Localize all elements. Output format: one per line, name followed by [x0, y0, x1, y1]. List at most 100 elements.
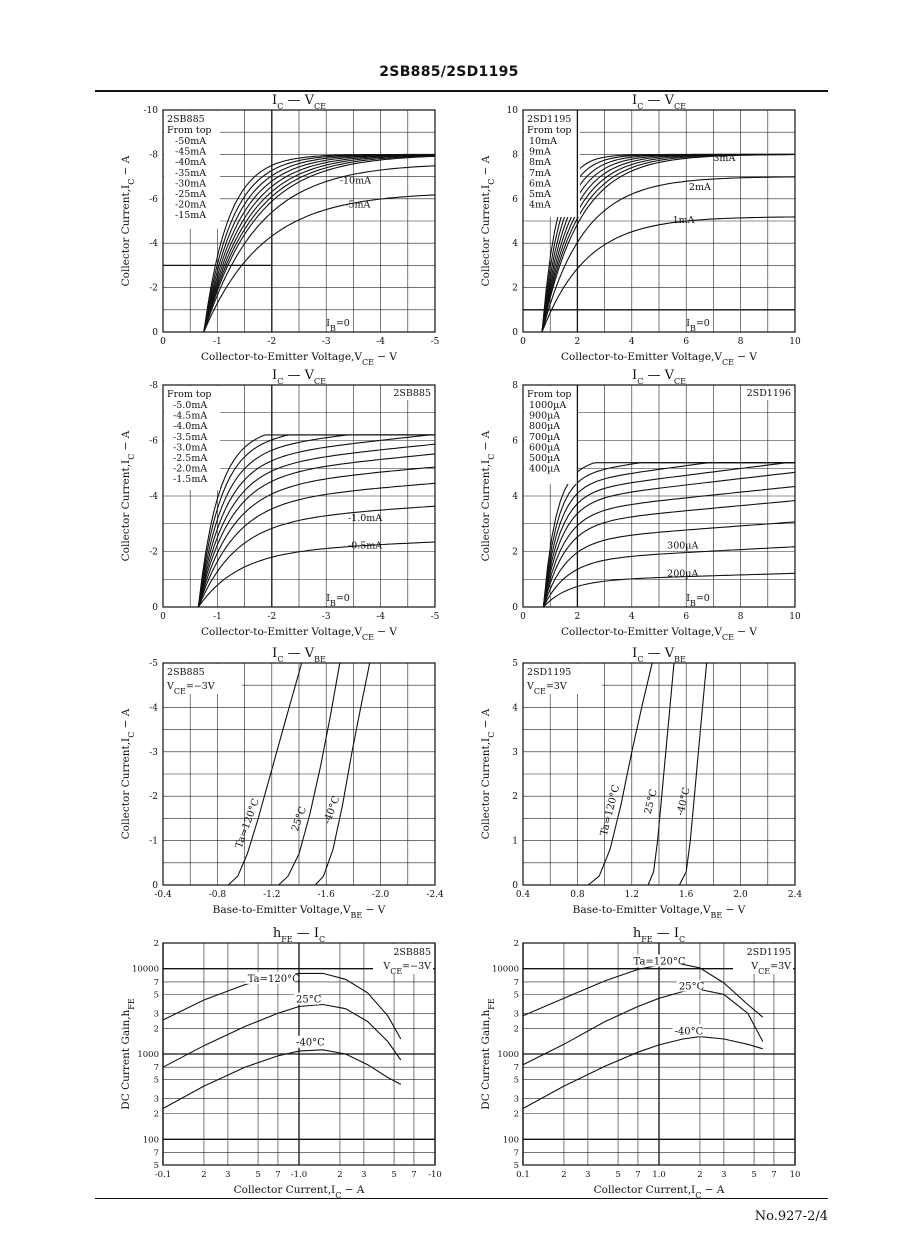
x-tick-label: 2	[337, 1170, 342, 1180]
legend-entry: -30mA	[175, 178, 206, 189]
legend-entry: -2.0mA	[173, 464, 207, 475]
legend-entry: -3.0mA	[173, 442, 207, 453]
series-label: 25°C	[643, 788, 660, 816]
curve-25°C	[162, 1003, 402, 1068]
legend-entry: 5mA	[529, 189, 551, 200]
legend-entry: 900µA	[529, 411, 560, 422]
curve-Ta=120°C	[522, 962, 764, 1018]
legend-entry: -40mA	[175, 157, 206, 168]
condition-label: VCE=−3V	[166, 681, 215, 696]
x-tick-label: -1	[213, 337, 222, 347]
y-tick-label: 0	[512, 881, 518, 891]
x-tick-label: -4	[376, 337, 385, 347]
curve-25°C	[522, 988, 764, 1066]
legend-title: From top	[167, 389, 212, 400]
x-tick-label: -4	[376, 612, 385, 622]
legend-entry: -25mA	[175, 189, 206, 200]
y-tick-label: -1	[149, 837, 158, 847]
legend-entry: 7mA	[529, 168, 551, 179]
curve--40°C	[314, 662, 371, 886]
chart-ic-vce-2sb885-high: IC — VCE Collector-to-Emitter Voltage,VCE…	[120, 93, 440, 367]
plot-frame	[162, 662, 436, 886]
curve-Ta=120°C	[587, 662, 653, 886]
x-tick-label: 6	[683, 337, 689, 347]
legend-entry: 8mA	[529, 157, 551, 168]
legend-entry: -1.5mA	[173, 474, 207, 485]
x-tick-label: 7	[635, 1170, 640, 1180]
legend-entry: 10mA	[529, 136, 557, 147]
device-label: 2SD1195	[747, 947, 791, 958]
y-axis-label: Collector Current,IC − A	[480, 430, 496, 561]
ib-zero-label: IB=0	[686, 593, 710, 608]
y-tick-label: 2	[514, 939, 519, 949]
series-label: Ta=120°C	[599, 784, 622, 837]
legend-background	[164, 664, 242, 694]
chart-title: IC — VCE	[272, 368, 326, 386]
x-tick-label: 1.0	[652, 1170, 666, 1180]
x-tick-label: -1.6	[318, 890, 336, 900]
legend-background	[524, 664, 602, 694]
x-tick-label: 2	[575, 337, 581, 347]
curve-700µA	[542, 462, 795, 608]
x-tick-label: 0	[160, 337, 166, 347]
x-tick-label: 0	[160, 612, 166, 622]
y-tick-label: 7	[514, 978, 519, 988]
device-label: 2SB885	[393, 947, 431, 958]
x-tick-label: 1.2	[625, 890, 639, 900]
x-tick-label: 5	[255, 1170, 260, 1180]
x-tick-label: -3	[322, 612, 331, 622]
x-tick-label: 0.1	[516, 1170, 530, 1180]
plot-frame	[162, 942, 436, 1166]
curve-Ta=120°C	[227, 662, 303, 886]
y-tick-label: 1000	[137, 1050, 159, 1060]
y-axis-label: Collector Current,IC − A	[480, 708, 496, 839]
legend-entry: -50mA	[175, 136, 206, 147]
legend-background	[524, 386, 578, 484]
x-tick-label: 2	[561, 1170, 566, 1180]
chart-title: IC — VCE	[632, 93, 686, 111]
y-axis-label: DC Current Gain,hFE	[120, 998, 136, 1110]
y-tick-label: 0	[512, 603, 518, 613]
legend-entry: 500µA	[529, 453, 560, 464]
legend-title: From top	[527, 125, 572, 136]
y-tick-label: 100	[503, 1135, 519, 1145]
x-tick-label: -1.0	[291, 1170, 307, 1180]
y-tick-label: -10	[144, 106, 159, 116]
device-label: 2SB885	[167, 114, 205, 125]
x-tick-label: -1.2	[263, 890, 280, 900]
y-tick-label: -6	[149, 437, 158, 447]
x-tick-label: -3	[322, 337, 331, 347]
y-tick-label: 0	[152, 328, 158, 338]
legend-background	[164, 111, 220, 229]
x-axis-label: Collector-to-Emitter Voltage,VCE − V	[561, 351, 757, 367]
x-tick-label: 6	[683, 612, 689, 622]
y-tick-label: -6	[149, 195, 158, 205]
chart-ic-vbe-2sd1195: IC — VBE Base-to-Emitter Voltage,VBE − V C…	[480, 646, 802, 920]
y-tick-label: 5	[512, 659, 518, 669]
curve--40°C	[522, 1036, 763, 1109]
y-tick-label: 2	[512, 284, 518, 294]
y-tick-label: 2	[512, 792, 518, 802]
curve-3mA	[541, 154, 795, 333]
x-axis-label: Base-to-Emitter Voltage,VBE − V	[573, 904, 746, 920]
curve--1.5mA	[197, 482, 436, 608]
series-label: -40°C	[674, 1026, 703, 1037]
x-tick-label: 0	[520, 337, 526, 347]
y-tick-label: -2	[149, 284, 158, 294]
device-label-background	[383, 386, 433, 400]
curve-annotation: -5mA	[345, 200, 370, 211]
y-tick-label: 3	[514, 1009, 519, 1019]
y-tick-label: 3	[512, 748, 518, 758]
curve-annotation: -1.0mA	[348, 513, 382, 524]
y-tick-label: 6	[512, 195, 518, 205]
chart-hfe-ic-2sd1195: hFE — IC Collector Current,IC − A DC Curre…	[480, 926, 800, 1200]
x-tick-label: 4	[629, 337, 635, 347]
x-tick-label: 4	[629, 612, 635, 622]
curve--2.5mA	[197, 453, 436, 608]
curve--5.0mA	[197, 434, 435, 608]
x-tick-label: -5	[431, 612, 440, 622]
y-axis-label: Collector Current,IC − A	[120, 155, 136, 286]
x-axis-label: Base-to-Emitter Voltage,VBE − V	[213, 904, 386, 920]
x-tick-label: -2	[267, 337, 276, 347]
y-axis-label: Collector Current,IC − A	[480, 155, 496, 286]
